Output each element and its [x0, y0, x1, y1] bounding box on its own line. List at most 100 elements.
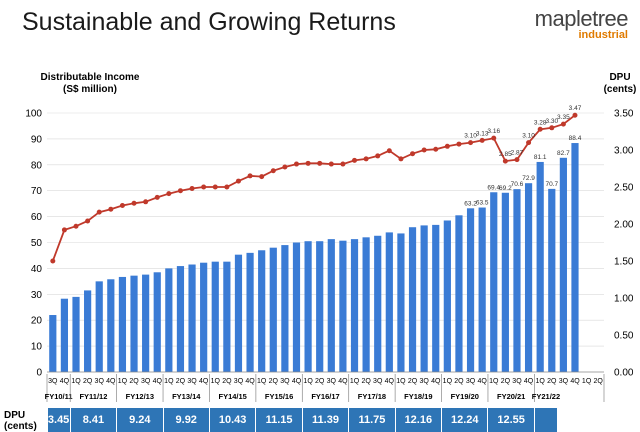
dpu-cell: 11.75	[349, 408, 395, 432]
dpu-point	[119, 203, 125, 208]
gridlines	[47, 112, 604, 347]
fiscal-year-label: FY15/16	[265, 392, 293, 401]
income-bar	[223, 261, 231, 372]
quarter-tick-label: 1Q	[303, 378, 313, 385]
dpu-cell: 12.55	[488, 408, 534, 432]
dpu-point	[50, 258, 56, 264]
dpu-point	[247, 173, 253, 179]
fiscal-year-label: FY11/12	[79, 392, 107, 401]
dpu-row-label-line2: (cents)	[4, 421, 37, 432]
income-bar	[130, 275, 138, 372]
income-bar	[385, 232, 393, 372]
income-bar	[350, 239, 359, 372]
fiscal-year-label: FY13/14	[172, 392, 201, 401]
income-bar	[432, 224, 440, 372]
quarter-tick-label: 1Q	[350, 378, 360, 385]
income-bar-label: 63.2	[464, 200, 477, 207]
quarter-tick-label: 4Q	[60, 378, 70, 385]
quarter-tick-label: 4Q	[106, 378, 116, 385]
quarter-tick-label: 2Q	[408, 378, 418, 385]
income-bar	[165, 268, 173, 372]
left-axis-tick-label: 70	[31, 186, 43, 197]
left-axis-tick-label: 100	[25, 109, 42, 120]
fiscal-year-label: FY18/19	[404, 392, 432, 401]
dpu-point	[363, 156, 369, 162]
quarter-tick-label: 2Q	[501, 378, 511, 385]
fiscal-year-label: FY10/11	[45, 392, 73, 401]
income-bar	[84, 290, 92, 372]
income-bar	[304, 241, 312, 372]
dpu-cell	[534, 408, 558, 432]
dpu-point	[166, 191, 172, 197]
quarter-tick-label: 3Q	[559, 378, 569, 385]
dpu-point	[212, 184, 218, 190]
income-bar	[362, 237, 370, 372]
x-axis: 3Q 4Q 1Q 2Q 3Q 4Q 1Q 2Q 3Q 4Q 1Q 2Q 3Q 4Q 1Q 2Q 3Q 4Q 1Q 2Q…	[45, 371, 605, 402]
dpu-point	[386, 148, 392, 154]
quarter-tick-label: 1Q	[118, 378, 128, 385]
quarter-tick-label: 3Q	[95, 378, 105, 385]
left-axis-title-line2: (S$ million)	[63, 84, 117, 95]
income-bars	[49, 143, 579, 372]
quarter-tick-label: 1Q	[489, 378, 499, 385]
income-bar	[548, 188, 556, 372]
dpu-point	[259, 174, 265, 180]
income-bar	[142, 274, 150, 372]
right-axis-tick-label: 2.50	[614, 183, 634, 194]
income-bar	[397, 233, 405, 372]
dpu-point-label: 3.13	[476, 130, 489, 137]
fiscal-year-label: FY16/17	[311, 392, 339, 401]
annual-dpu-row: 3.45 8.41 9.24 9.92 10.43 11.15 11.39 11.75 12.1…	[0, 408, 640, 432]
income-bar-label: 70.6	[511, 181, 524, 188]
income-bar	[118, 276, 127, 372]
income-bar	[107, 279, 115, 372]
dpu-point	[224, 184, 230, 190]
dpu-point-label: 3.47	[569, 105, 582, 112]
income-bar-label: 88.4	[569, 135, 582, 142]
income-bar	[281, 245, 289, 372]
dpu-cell: 9.24	[117, 408, 163, 432]
quarter-tick-label: 4Q	[153, 378, 163, 385]
dpu-cell: 8.41	[70, 408, 117, 432]
dpu-point	[317, 160, 323, 166]
right-axis-tick-label: 1.00	[614, 294, 634, 305]
quarter-tick-label: 4Q	[431, 378, 441, 385]
income-bar	[513, 189, 521, 372]
right-axis-tick-label: 3.50	[614, 109, 634, 120]
income-bar	[60, 298, 69, 372]
left-axis: 0 10 20 30 40 50 60 70 80 90 100	[25, 109, 42, 379]
income-bar	[269, 247, 277, 372]
quarter-tick-label: 1Q	[582, 378, 592, 385]
dpu-point	[433, 146, 439, 152]
dpu-point	[61, 227, 67, 233]
left-axis-tick-label: 0	[36, 368, 42, 379]
income-bar	[408, 227, 417, 372]
dpu-point-label: 3.16	[487, 128, 500, 135]
dpu-line-labels: 3.103.133.162.852.873.103.283.303.353.47	[464, 105, 581, 158]
dpu-point	[108, 206, 114, 212]
quarter-tick-label: 2Q	[129, 378, 139, 385]
dpu-point	[143, 199, 149, 205]
quarter-tick-label: 4Q	[570, 378, 580, 385]
dpu-point-label: 2.87	[511, 150, 524, 157]
quarter-tick-label: 3Q	[141, 378, 151, 385]
income-bar	[153, 272, 161, 372]
right-axis-tick-label: 2.00	[614, 220, 634, 231]
quarter-tick-label: 4Q	[524, 378, 534, 385]
income-bar	[559, 157, 567, 372]
income-bar	[49, 315, 57, 372]
dpu-point	[456, 141, 462, 147]
dpu-point	[340, 161, 346, 167]
left-axis-tick-label: 90	[31, 134, 43, 145]
income-bar	[246, 252, 254, 372]
income-bar	[316, 241, 324, 372]
dpu-point	[549, 125, 555, 131]
dpu-point	[352, 157, 358, 163]
dpu-point	[444, 143, 450, 149]
income-bar-label: 69.2	[499, 185, 512, 192]
dpu-point	[177, 188, 183, 194]
dpu-point	[502, 158, 508, 164]
dpu-point	[189, 185, 195, 191]
distributable-income-dpu-chart: Distributable Income (S$ million) DPU (c…	[25, 72, 636, 402]
quarter-tick-label: 3Q	[419, 378, 429, 385]
